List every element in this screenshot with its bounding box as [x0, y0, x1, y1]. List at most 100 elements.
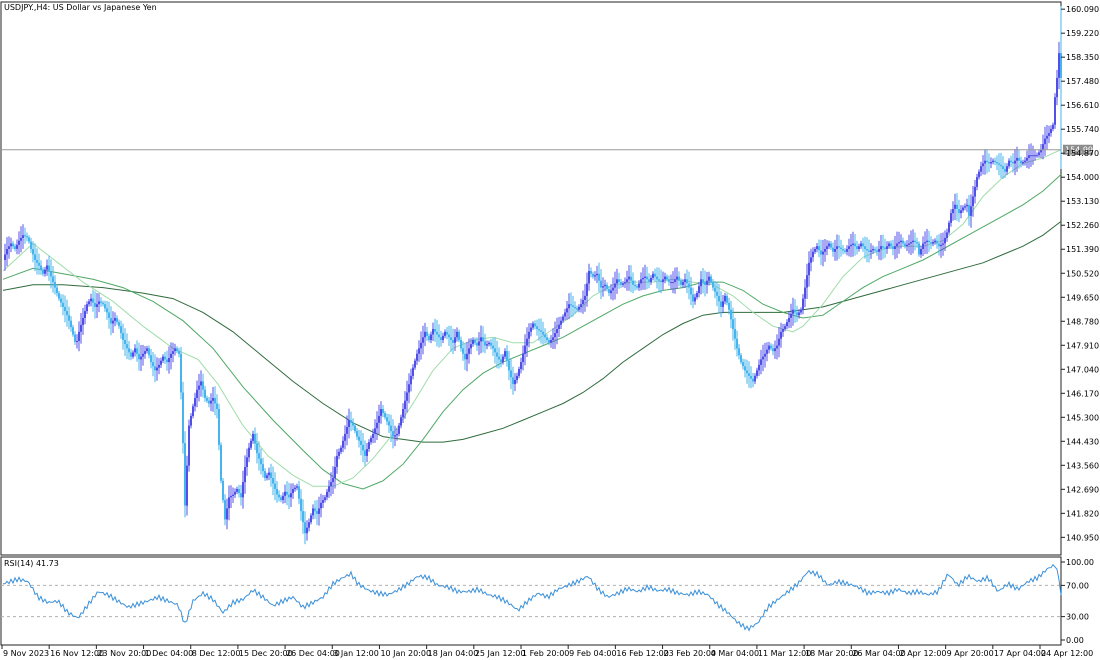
candle-body	[472, 340, 474, 345]
candle-body	[750, 375, 752, 379]
candle-body	[1038, 152, 1040, 156]
candle-body	[714, 287, 716, 292]
price-tick-label: 141.820	[1066, 509, 1099, 518]
candle-body	[10, 243, 12, 247]
candle-body	[530, 327, 532, 332]
candle-body	[686, 279, 688, 284]
time-tick-label: 9 Apr 20:00	[947, 649, 994, 658]
candle-body	[450, 337, 452, 341]
candle-body	[790, 313, 792, 318]
candle-body	[896, 243, 898, 247]
candle-body	[504, 351, 506, 357]
candle-body	[786, 322, 788, 327]
candle-body	[506, 351, 508, 361]
candle-body	[1020, 160, 1022, 164]
price-badge	[1063, 144, 1093, 155]
price-tick-label: 149.650	[1066, 293, 1099, 302]
candle-body	[812, 251, 814, 258]
candle-body	[864, 246, 866, 249]
candle-body	[782, 329, 784, 332]
candle-body	[106, 308, 108, 313]
candle-body	[764, 353, 766, 357]
candle-body	[1018, 157, 1020, 161]
candle-body	[64, 306, 66, 311]
candle-body	[162, 356, 164, 361]
candle-body	[336, 455, 338, 467]
candle-body	[1052, 124, 1054, 129]
candle-body	[760, 359, 762, 365]
candle-body	[858, 246, 860, 249]
price-tick-label: 146.170	[1066, 389, 1099, 398]
candle-body	[296, 486, 298, 488]
candle-body	[52, 276, 54, 283]
candle-body	[848, 246, 850, 249]
candle-body	[1028, 155, 1030, 158]
candle-body	[86, 304, 88, 312]
candle-body	[810, 257, 812, 263]
candle-body	[294, 487, 296, 490]
candle-body	[940, 244, 942, 247]
candle-body	[802, 298, 804, 310]
candle-body	[260, 458, 262, 465]
candle-body	[758, 364, 760, 371]
candle-body	[370, 438, 372, 443]
candle-body	[194, 398, 196, 407]
candle-body	[910, 242, 912, 244]
candle-body	[646, 276, 648, 280]
candle-body	[586, 283, 588, 296]
candle-body	[826, 246, 828, 249]
candle-body	[446, 331, 448, 335]
candle-body	[132, 352, 134, 357]
candle-body	[444, 331, 446, 336]
candle-body	[644, 276, 646, 278]
candle-body	[912, 240, 914, 243]
candle-body	[622, 283, 624, 285]
candle-body	[628, 276, 630, 280]
price-tick-label: 152.260	[1066, 221, 1099, 230]
candle-body	[292, 489, 294, 494]
candle-body	[44, 269, 46, 274]
candle-body	[700, 279, 702, 287]
candle-body	[550, 340, 552, 343]
candle-body	[476, 342, 478, 346]
candle-body	[800, 309, 802, 313]
candle-body	[742, 362, 744, 367]
candle-body	[56, 287, 58, 294]
candle-body	[944, 237, 946, 244]
price-tick-label: 151.390	[1066, 245, 1099, 254]
candle-body	[26, 236, 28, 238]
candle-body	[932, 242, 934, 244]
candle-body	[210, 400, 212, 404]
candle-body	[840, 247, 842, 249]
candle-body	[394, 435, 396, 437]
candle-body	[546, 337, 548, 341]
candle-body	[954, 204, 956, 209]
candle-body	[360, 440, 362, 445]
price-tick-label: 150.520	[1066, 269, 1099, 278]
price-tick-label: 154.870	[1066, 149, 1099, 158]
candle-body	[1058, 53, 1060, 78]
candle-body	[34, 254, 36, 260]
candle-body	[76, 341, 78, 342]
candle-body	[48, 265, 50, 271]
candle-body	[892, 246, 894, 249]
candle-body	[278, 494, 280, 498]
candle-body	[578, 306, 580, 310]
price-tick-label: 155.740	[1066, 125, 1099, 134]
time-tick-label: 25 Jan 12:00	[475, 649, 526, 658]
candle-body	[542, 331, 544, 335]
candle-body	[366, 449, 368, 456]
candle-body	[968, 204, 970, 216]
candle-body	[612, 287, 614, 291]
candle-body	[288, 494, 290, 498]
candle-body	[316, 511, 318, 514]
candle-body	[14, 246, 16, 249]
candle-body	[498, 356, 500, 360]
candle-body	[82, 318, 84, 325]
candle-body	[342, 440, 344, 448]
candle-body	[866, 249, 868, 251]
candle-body	[502, 356, 504, 363]
candle-body	[258, 453, 260, 459]
candle-body	[94, 302, 96, 307]
candle-body	[632, 280, 634, 285]
